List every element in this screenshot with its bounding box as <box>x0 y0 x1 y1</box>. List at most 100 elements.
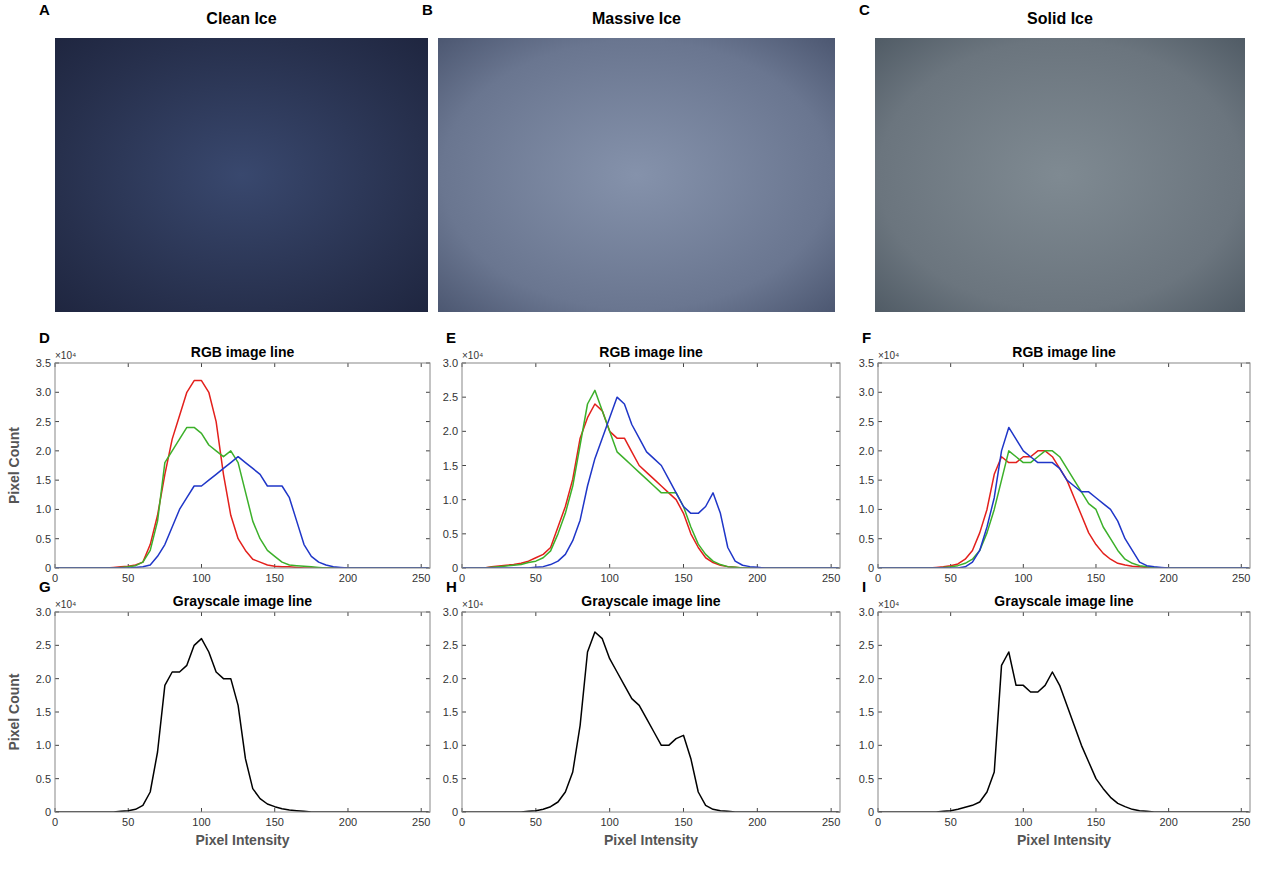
x-tick <box>1095 808 1096 812</box>
x-tick-label: 150 <box>674 572 692 584</box>
x-tick-label: 0 <box>52 816 58 828</box>
y-tick <box>55 712 59 713</box>
histogram-line <box>878 652 1249 812</box>
y-axis-title: Pixel Count <box>6 673 22 750</box>
plot-area <box>55 612 430 812</box>
panel-letter: D <box>39 329 50 346</box>
chart-title: Grayscale image line <box>173 593 313 609</box>
plot-frame <box>878 612 1250 812</box>
histogram-line <box>55 427 429 568</box>
y-tick <box>878 450 882 451</box>
series-group <box>55 639 429 812</box>
x-tick-label: 100 <box>192 572 210 584</box>
photo-title: Massive Ice <box>592 10 681 27</box>
y-tick <box>1246 778 1250 779</box>
y-tick <box>878 778 882 779</box>
y-tick-label: 0.5 <box>859 533 874 545</box>
y-tick-label: 3.0 <box>36 606 51 618</box>
plot-area <box>55 363 430 568</box>
y-tick-label: 1.0 <box>859 503 874 515</box>
x-tick <box>347 612 348 616</box>
y-tick-label: 0 <box>452 562 458 574</box>
x-tick <box>128 363 129 367</box>
series-group <box>878 652 1249 812</box>
x-tick-label: 250 <box>1232 572 1250 584</box>
y-tick <box>836 645 840 646</box>
figure: Clean IceAMassive IceBSolid IceCRGB imag… <box>0 0 1265 880</box>
x-tick <box>1095 564 1096 568</box>
x-tick <box>609 808 610 812</box>
y-tick-label: 0 <box>868 562 874 574</box>
plot-frame <box>55 363 430 568</box>
y-tick-label: 2.5 <box>36 416 51 428</box>
x-tick <box>683 808 684 812</box>
y-tick-label: 1.0 <box>443 494 458 506</box>
x-tick-label: 100 <box>600 816 618 828</box>
y-tick <box>836 678 840 679</box>
y-tick-label: 1.5 <box>36 474 51 486</box>
x-tick <box>950 363 951 367</box>
x-axis-title: Pixel Intensity <box>195 832 289 848</box>
x-tick-label: 100 <box>1014 816 1032 828</box>
histogram-line <box>462 397 839 568</box>
x-tick <box>274 612 275 616</box>
y-tick-label: 0.5 <box>36 533 51 545</box>
y-tick <box>836 431 840 432</box>
x-axis-title: Pixel Intensity <box>604 832 698 848</box>
series-group <box>462 632 839 812</box>
y-tick <box>1246 392 1250 393</box>
x-tick <box>950 612 951 616</box>
x-tick-label: 200 <box>339 572 357 584</box>
x-tick <box>1023 612 1024 616</box>
y-tick <box>1246 450 1250 451</box>
y-tick-label: 0 <box>45 562 51 574</box>
y-tick-label: 2.0 <box>443 425 458 437</box>
histogram-line <box>55 639 429 812</box>
x-tick-label: 50 <box>530 572 542 584</box>
histogram-line <box>55 381 429 568</box>
x-tick <box>535 363 536 367</box>
y-tick <box>878 421 882 422</box>
y-tick <box>878 645 882 646</box>
y-tick-label: 1.0 <box>36 503 51 515</box>
x-tick-label: 150 <box>1087 572 1105 584</box>
y-tick-label: 2.0 <box>859 673 874 685</box>
x-tick-label: 200 <box>1159 572 1177 584</box>
x-tick-label: 250 <box>822 816 840 828</box>
y-tick <box>1246 509 1250 510</box>
x-tick-label: 150 <box>266 816 284 828</box>
y-tick <box>1246 678 1250 679</box>
plot-frame <box>55 612 430 812</box>
y-tick <box>55 480 59 481</box>
x-tick-label: 150 <box>266 572 284 584</box>
x-tick-label: 0 <box>52 572 58 584</box>
y-tick <box>462 533 466 534</box>
x-tick <box>831 612 832 616</box>
y-tick <box>1246 538 1250 539</box>
y-tick <box>55 538 59 539</box>
x-tick-label: 200 <box>748 572 766 584</box>
x-tick <box>1168 612 1169 616</box>
photo <box>438 38 835 312</box>
y-tick <box>878 538 882 539</box>
plot-frame <box>462 612 840 812</box>
x-axis-title: Pixel Intensity <box>1017 832 1111 848</box>
y-tick-label: 1.0 <box>859 739 874 751</box>
y-tick <box>426 421 430 422</box>
y-tick <box>426 480 430 481</box>
y-tick <box>878 712 882 713</box>
x-tick <box>683 564 684 568</box>
plot-area <box>878 612 1250 812</box>
x-tick <box>609 363 610 367</box>
x-tick-label: 250 <box>822 572 840 584</box>
photo-title: Clean Ice <box>206 10 276 27</box>
y-tick-label: 0.5 <box>36 773 51 785</box>
x-tick <box>274 363 275 367</box>
y-tick-label: 3.5 <box>36 357 51 369</box>
x-tick <box>757 363 758 367</box>
y-tick <box>462 678 466 679</box>
y-tick-label: 2.0 <box>36 673 51 685</box>
y-tick-label: 2.5 <box>443 639 458 651</box>
x-tick <box>128 612 129 616</box>
y-tick <box>878 480 882 481</box>
